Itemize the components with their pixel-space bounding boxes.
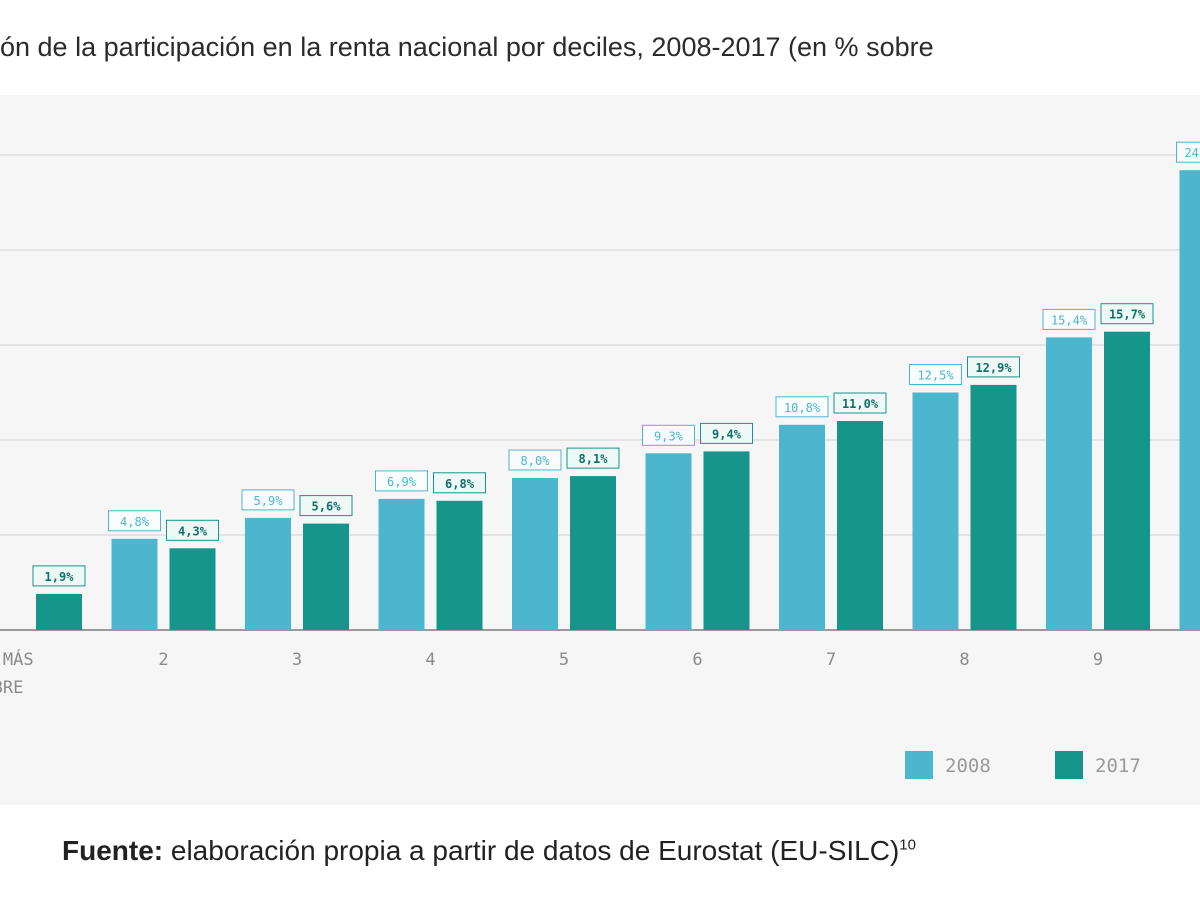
data-label-box bbox=[1042, 308, 1096, 330]
data-label-2017-9: 15,7% bbox=[1109, 308, 1146, 322]
data-label-box bbox=[700, 422, 753, 444]
x-tick-label: 3 bbox=[292, 650, 302, 670]
legend-swatch-2008 bbox=[905, 751, 933, 779]
data-label-2008-3: 5,9% bbox=[254, 494, 284, 508]
data-label-box bbox=[433, 472, 486, 494]
bar-2017-8 bbox=[970, 384, 1017, 630]
data-label-2017-4: 6,8% bbox=[445, 477, 475, 491]
bar-2008-3 bbox=[245, 517, 291, 630]
bar-2008-7 bbox=[779, 424, 825, 630]
data-label-box bbox=[32, 565, 86, 587]
bar-2008-2 bbox=[111, 538, 158, 630]
bar-2017-4 bbox=[436, 500, 483, 630]
bar-2017-2 bbox=[169, 548, 216, 630]
legend-swatch-2017 bbox=[1055, 751, 1083, 779]
bar-2017-1 bbox=[36, 593, 82, 630]
data-label-box bbox=[299, 495, 353, 517]
data-label-box bbox=[108, 510, 161, 532]
data-label-2017-6: 9,4% bbox=[712, 427, 742, 441]
data-label-2017-1: 1,9% bbox=[45, 570, 75, 584]
data-label-2008-9: 15,4% bbox=[1051, 313, 1088, 327]
x-tick-label: 4 bbox=[425, 650, 435, 670]
chart-panel: 1,9% . MÁS BRE 4,8% 4,3% 2 5,9% 5,6% 3 6,9% 6,8% 4 8… bbox=[0, 95, 1200, 805]
data-label-box bbox=[508, 449, 562, 471]
bar-2017-5 bbox=[570, 476, 616, 630]
bar-2017-9 bbox=[1104, 331, 1150, 630]
bar-2008-10 bbox=[1179, 170, 1200, 630]
source-note: Fuente: elaboración propia a partir de d… bbox=[62, 835, 916, 867]
bar-2017-6 bbox=[703, 451, 750, 630]
data-label-2008-10: 24,2% bbox=[1184, 146, 1200, 160]
bar-2008-9 bbox=[1046, 337, 1092, 630]
data-label-box bbox=[1176, 141, 1200, 163]
data-label-2008-2: 4,8% bbox=[120, 515, 150, 529]
x-tick-label: 6 bbox=[692, 650, 702, 670]
x-tick-label: BRE bbox=[0, 678, 23, 698]
data-label-box bbox=[833, 392, 887, 414]
data-label-2008-4: 6,9% bbox=[387, 475, 417, 489]
bar-2008-6 bbox=[645, 453, 692, 630]
x-tick-label: 7 bbox=[826, 650, 836, 670]
data-label-box bbox=[967, 356, 1020, 378]
bar-2008-4 bbox=[378, 498, 425, 630]
data-label-2017-2: 4,3% bbox=[178, 524, 208, 538]
data-label-box bbox=[241, 489, 295, 511]
data-label-box bbox=[166, 519, 219, 541]
x-tick-label: . MÁS bbox=[0, 648, 34, 670]
x-tick-label: 9 bbox=[1093, 650, 1103, 670]
data-label-box bbox=[775, 396, 829, 418]
x-tick-label: 8 bbox=[959, 650, 969, 670]
chart-title: ón de la participación en la renta nacio… bbox=[0, 32, 934, 62]
data-label-2008-8: 12,5% bbox=[917, 369, 954, 383]
data-label-2017-5: 8,1% bbox=[579, 452, 609, 466]
legend-label-2008: 2008 bbox=[945, 755, 991, 777]
x-tick-label: 5 bbox=[559, 650, 569, 670]
data-label-box bbox=[566, 447, 620, 469]
bar-2017-7 bbox=[837, 421, 883, 630]
data-label-2008-6: 9,3% bbox=[654, 429, 684, 443]
bar-2008-8 bbox=[912, 392, 959, 630]
data-label-box bbox=[909, 364, 962, 385]
bar-chart: 1,9% . MÁS BRE 4,8% 4,3% 2 5,9% 5,6% 3 6,9% 6,8% 4 8… bbox=[0, 141, 1200, 779]
bar-2017-3 bbox=[303, 523, 349, 630]
data-label-2008-7: 10,8% bbox=[784, 401, 821, 415]
data-label-box bbox=[375, 470, 428, 492]
data-label-2017-3: 5,6% bbox=[312, 500, 342, 514]
legend-label-2017: 2017 bbox=[1095, 755, 1141, 777]
source-footnote: 10 bbox=[899, 836, 916, 854]
x-tick-label: 2 bbox=[158, 650, 168, 670]
data-label-2008-5: 8,0% bbox=[521, 454, 551, 468]
source-text: elaboración propia a partir de datos de … bbox=[163, 835, 900, 866]
data-label-box bbox=[1100, 303, 1154, 325]
bar-2008-5 bbox=[512, 478, 558, 630]
data-label-2017-8: 12,9% bbox=[975, 361, 1012, 375]
source-label: Fuente: bbox=[62, 835, 164, 866]
data-label-2017-7: 11,0% bbox=[842, 397, 879, 411]
data-label-box bbox=[642, 424, 695, 446]
